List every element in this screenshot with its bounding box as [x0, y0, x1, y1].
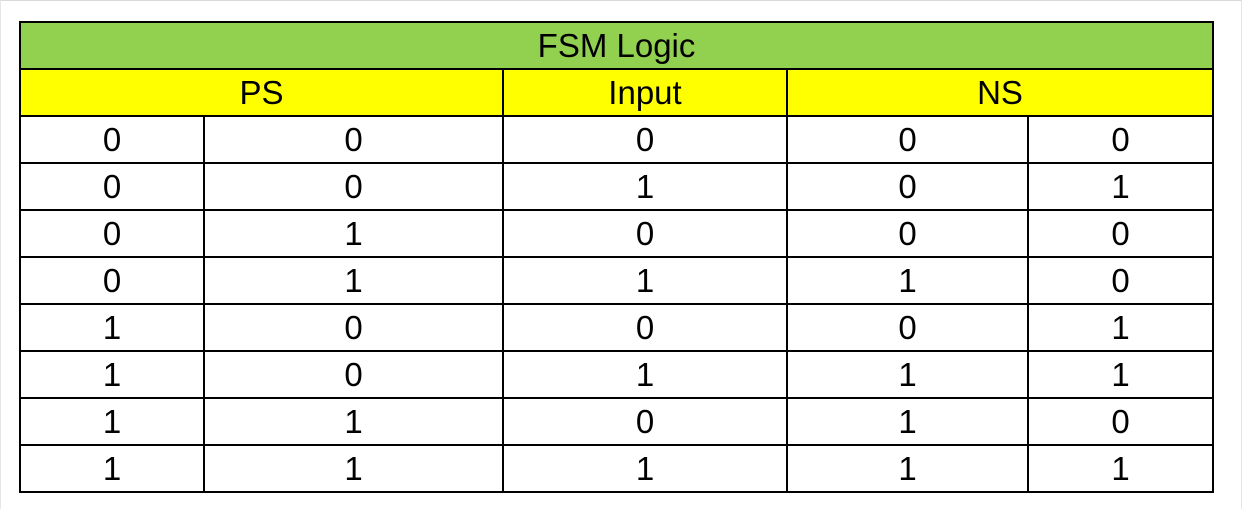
table-title-row: FSM Logic	[18, 21, 1215, 70]
table-body: 0 0 0 0 0 0 0 1 0 1 0 1 0 0 0 0	[19, 115, 1215, 493]
ps-bit-0-cell: 0	[203, 162, 504, 211]
input-cell: 1	[502, 256, 788, 305]
table-title: FSM Logic	[18, 21, 1215, 70]
ps-bit-0-cell: 1	[203, 444, 504, 493]
ns-bit-0-cell: 1	[1026, 303, 1215, 352]
table-row: 0 0 1 0 1	[19, 162, 1215, 211]
ps-bit-1-cell: 0	[19, 115, 205, 164]
table-row: 1 1 0 1 0	[19, 397, 1215, 446]
ps-bit-1-cell: 1	[19, 444, 205, 493]
ns-bit-0-cell: 1	[1026, 162, 1215, 211]
ps-bit-1-cell: 0	[19, 162, 205, 211]
ns-bit-0-cell: 1	[1026, 350, 1215, 399]
ns-bit-0-cell: 1	[1026, 444, 1215, 493]
ns-bit-0-cell: 0	[1026, 209, 1215, 258]
input-cell: 0	[502, 115, 788, 164]
ps-bit-0-cell: 0	[203, 303, 504, 352]
ps-group-header: PS	[19, 68, 504, 117]
input-cell: 1	[502, 350, 788, 399]
ns-bit-1-cell: 0	[786, 209, 1029, 258]
ns-bit-1-cell: 1	[786, 350, 1029, 399]
ps-bit-0-cell: 1	[203, 397, 504, 446]
ps-bit-1-cell: 0	[19, 209, 205, 258]
ps-bit-1-cell: 1	[19, 350, 205, 399]
table-row: 0 1 0 0 0	[19, 209, 1215, 258]
table-row: 0 0 0 0 0	[19, 115, 1215, 164]
ns-bit-0-cell: 0	[1026, 115, 1215, 164]
table-row: 1 1 1 1 1	[19, 444, 1215, 493]
ps-bit-1-cell: 1	[19, 303, 205, 352]
ns-bit-1-cell: 0	[786, 303, 1029, 352]
ps-bit-1-cell: 0	[19, 256, 205, 305]
ns-bit-1-cell: 1	[786, 256, 1029, 305]
input-cell: 0	[502, 209, 788, 258]
ps-bit-0-cell: 1	[203, 256, 504, 305]
ns-bit-1-cell: 0	[786, 115, 1029, 164]
input-cell: 0	[502, 303, 788, 352]
ns-bit-0-cell: 0	[1026, 256, 1215, 305]
input-cell: 0	[502, 397, 788, 446]
ps-bit-0-cell: 0	[203, 350, 504, 399]
input-cell: 1	[502, 444, 788, 493]
ns-group-header: NS	[785, 68, 1215, 117]
input-group-header: Input	[502, 68, 788, 117]
table-row: 1 0 1 1 1	[19, 350, 1215, 399]
table-row: 0 1 1 1 0	[19, 256, 1215, 305]
table-row: 1 0 0 0 1	[19, 303, 1215, 352]
column-group-header-row: PS Input NS	[19, 68, 1215, 117]
ns-bit-1-cell: 1	[786, 444, 1029, 493]
ps-bit-0-cell: 1	[203, 209, 504, 258]
input-cell: 1	[502, 162, 788, 211]
ns-bit-0-cell: 0	[1026, 397, 1215, 446]
ns-bit-1-cell: 1	[786, 397, 1029, 446]
ps-bit-0-cell: 0	[203, 115, 504, 164]
fsm-logic-table: FSM Logic PS Input NS 0 0 0 0 0 0 0 1 0 …	[18, 21, 1215, 493]
ps-bit-1-cell: 1	[19, 397, 205, 446]
ns-bit-1-cell: 0	[786, 162, 1029, 211]
